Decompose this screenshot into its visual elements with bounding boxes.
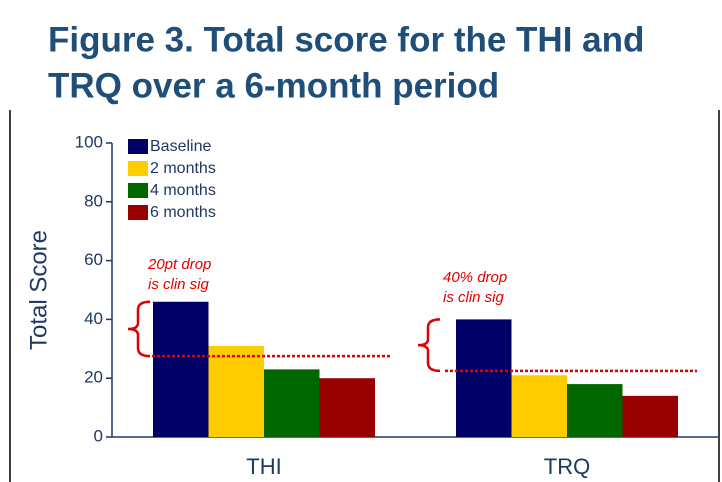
bar: [264, 369, 320, 437]
legend-swatch: [128, 183, 148, 198]
annotation-text: 20pt drop: [147, 256, 211, 273]
brace: [127, 300, 151, 358]
bar: [567, 384, 623, 437]
legend-label: 4 months: [150, 182, 216, 199]
legend-swatch: [128, 161, 148, 176]
y-tick-label: 20: [84, 368, 103, 387]
brace: [417, 318, 441, 373]
annotation-text: is clin sig: [443, 289, 505, 306]
bar: [319, 378, 375, 437]
x-tick-label: TRQ: [544, 454, 590, 479]
bar: [456, 319, 512, 437]
y-tick-label: 100: [75, 132, 103, 151]
bar: [622, 395, 678, 437]
y-tick-label: 60: [84, 250, 103, 269]
chart-title: TRQ over a 6-month period: [48, 66, 499, 105]
bar: [511, 375, 567, 437]
legend-swatch: [128, 139, 148, 154]
y-axis-label: Total Score: [25, 230, 52, 350]
bar: [208, 345, 264, 437]
bar: [153, 301, 209, 437]
y-tick-label: 80: [84, 191, 103, 210]
annotation-text: 40% drop: [443, 269, 507, 286]
annotation-text: is clin sig: [148, 276, 210, 293]
y-tick-label: 40: [84, 309, 103, 328]
legend-swatch: [128, 205, 148, 220]
legend-label: 6 months: [150, 204, 216, 221]
y-tick-label: 0: [94, 426, 103, 445]
legend-label: Baseline: [150, 138, 211, 155]
x-tick-label: THI: [246, 454, 281, 479]
legend-label: 2 months: [150, 160, 216, 177]
chart-title: Figure 3. Total score for the THI and: [48, 20, 644, 59]
